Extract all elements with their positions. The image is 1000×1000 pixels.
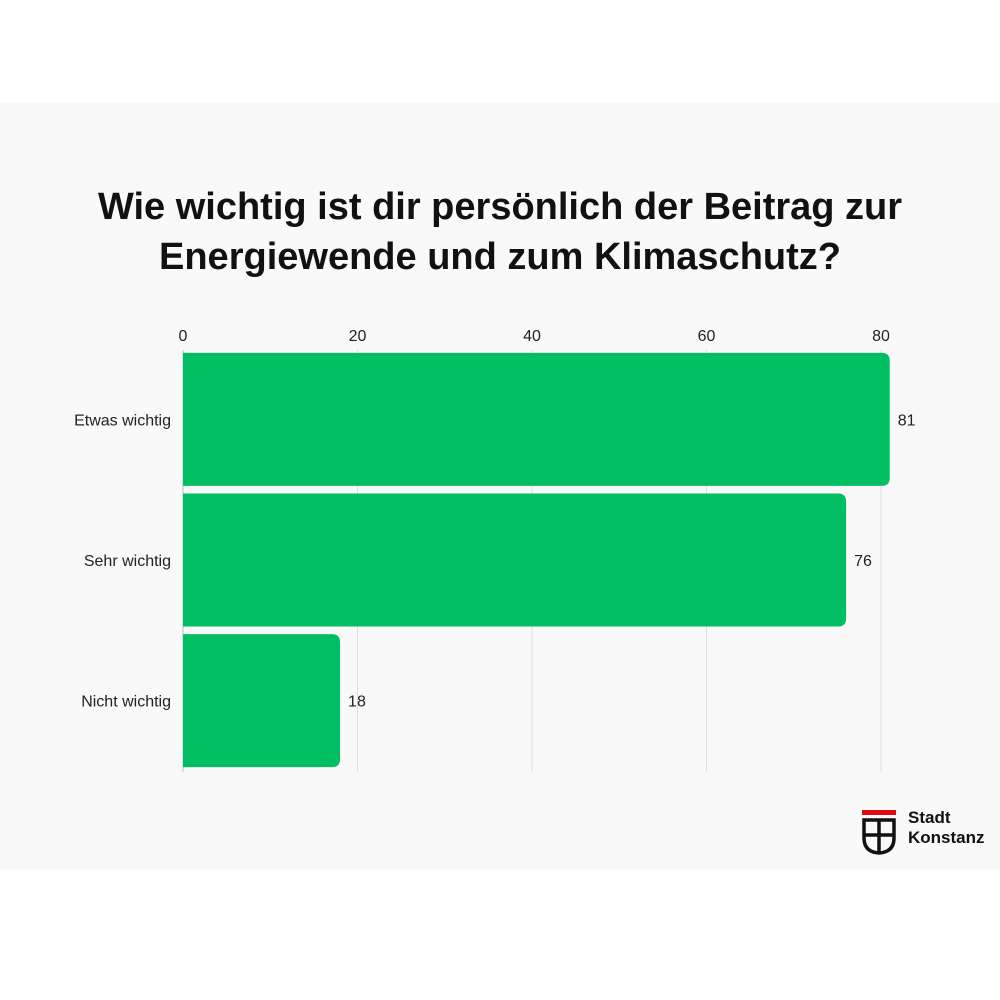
x-tick-label-80: 80: [872, 328, 890, 345]
bar-sehr-wichtig: [183, 493, 847, 627]
chart-title: Wie wichtig ist dir persönlich der Beitr…: [40, 182, 960, 282]
bar-etwas-wichtig: [183, 352, 890, 486]
chart-panel: [0, 103, 1000, 870]
value-label-etwas-wichtig: 81: [898, 412, 916, 429]
category-label-sehr-wichtig: Sehr wichtig: [84, 553, 171, 570]
x-tick-label-60: 60: [698, 328, 716, 345]
x-tick-label-20: 20: [349, 328, 367, 345]
stadt-konstanz-logo: Stadt Konstanz: [860, 808, 995, 858]
bar-nicht-wichtig: [183, 634, 341, 768]
value-label-nicht-wichtig: 18: [348, 694, 366, 711]
x-tick-label-40: 40: [523, 328, 541, 345]
x-tick-label-0: 0: [179, 328, 188, 345]
value-label-sehr-wichtig: 76: [854, 553, 872, 570]
chart-title-line-1: Wie wichtig ist dir persönlich der Beitr…: [97, 186, 903, 228]
logo-line-stadt: Stadt: [908, 808, 951, 827]
category-label-nicht-wichtig: Nicht wichtig: [81, 694, 171, 711]
chart-title-line-2: Energiewende und zum Klimaschutz?: [159, 236, 841, 278]
category-label-etwas-wichtig: Etwas wichtig: [74, 412, 171, 429]
logo-line-konstanz: Konstanz: [908, 828, 985, 847]
coat-of-arms-icon: [862, 810, 896, 855]
